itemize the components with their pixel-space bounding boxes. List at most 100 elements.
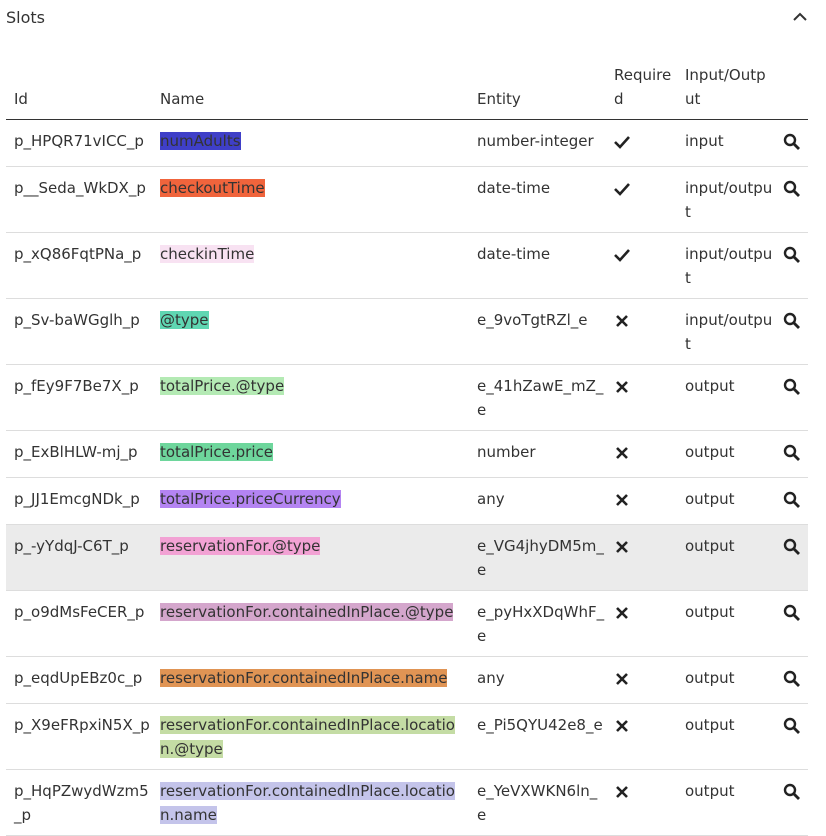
- search-cell[interactable]: [775, 299, 808, 365]
- search-icon[interactable]: [783, 783, 801, 801]
- column-header: Name: [160, 90, 205, 108]
- slot-row[interactable]: p_JJ1EmcgNDk_p totalPrice.priceCurrency an…: [6, 478, 808, 525]
- column-header: Required: [614, 66, 672, 108]
- slot-io: input/output: [685, 245, 773, 287]
- search-cell[interactable]: [775, 120, 808, 167]
- section-title: Slots: [6, 8, 45, 27]
- search-icon[interactable]: [783, 604, 801, 622]
- slot-io: output: [685, 603, 735, 621]
- slot-name: totalPrice.@type: [160, 377, 285, 395]
- slot-name: reservationFor.containedInPlace.@type: [160, 603, 454, 621]
- cross-icon: [616, 786, 628, 798]
- search-cell[interactable]: [775, 657, 808, 704]
- slot-id: p_HqPZwydWzm5_p: [14, 782, 149, 824]
- slot-row[interactable]: p_X9eFRpxiN5X_p reservationFor.containedI…: [6, 704, 808, 770]
- slot-row[interactable]: p_Sv-baWGglh_p @type e_9voTgtRZl_e input/ou…: [6, 299, 808, 365]
- slot-row[interactable]: p_ExBlHLW-mj_p totalPrice.price number outp…: [6, 431, 808, 478]
- slot-entity: date-time: [477, 179, 551, 197]
- slot-entity: e_9voTgtRZl_e: [477, 311, 588, 329]
- slot-id: p_ExBlHLW-mj_p: [14, 443, 138, 461]
- cross-icon: [616, 541, 628, 553]
- cross-icon: [616, 494, 628, 506]
- cross-icon: [616, 673, 628, 685]
- search-cell[interactable]: [775, 365, 808, 431]
- search-icon[interactable]: [783, 444, 801, 462]
- required-cell: [606, 591, 677, 657]
- search-cell[interactable]: [775, 770, 808, 836]
- search-icon[interactable]: [783, 180, 801, 198]
- search-icon[interactable]: [783, 378, 801, 396]
- required-cell: [606, 657, 677, 704]
- slot-name-cell: totalPrice.@type: [152, 365, 469, 431]
- slot-entity: any: [477, 669, 505, 687]
- search-icon[interactable]: [783, 133, 801, 151]
- slot-name-cell: reservationFor.@type: [152, 525, 469, 591]
- slot-name-cell: totalPrice.price: [152, 431, 469, 478]
- slot-entity: date-time: [477, 245, 551, 263]
- required-cell: [606, 431, 677, 478]
- search-cell[interactable]: [775, 478, 808, 525]
- slot-name: @type: [160, 311, 209, 329]
- slot-row[interactable]: p_fEy9F7Be7X_p totalPrice.@type e_41hZawE_…: [6, 365, 808, 431]
- slot-name: reservationFor.containedInPlace.location…: [160, 782, 455, 824]
- slot-name-cell: checkinTime: [152, 233, 469, 299]
- slot-name-cell: @type: [152, 299, 469, 365]
- slot-row[interactable]: p_o9dMsFeCER_p reservationFor.containedIn…: [6, 591, 808, 657]
- search-cell[interactable]: [775, 431, 808, 478]
- search-icon[interactable]: [783, 717, 801, 735]
- slot-io: input: [685, 132, 724, 150]
- slot-entity: number-integer: [477, 132, 594, 150]
- required-cell: [606, 365, 677, 431]
- slot-entity: e_41hZawE_mZ_e: [477, 377, 604, 419]
- slot-row[interactable]: p__Seda_WkDX_p checkoutTime date-time input…: [6, 167, 808, 233]
- slot-id: p_Sv-baWGglh_p: [14, 311, 140, 329]
- slot-row[interactable]: p_xQ86FqtPNa_p checkinTime date-time input/…: [6, 233, 808, 299]
- slot-io: output: [685, 537, 735, 555]
- cross-icon: [616, 607, 628, 619]
- required-cell: [606, 233, 677, 299]
- check-icon: [614, 183, 630, 196]
- search-icon[interactable]: [783, 538, 801, 556]
- search-cell[interactable]: [775, 233, 808, 299]
- search-icon[interactable]: [783, 670, 801, 688]
- column-header: Id: [14, 90, 28, 108]
- slot-io: input/output: [685, 179, 773, 221]
- column-header-empty: [775, 54, 808, 120]
- search-cell[interactable]: [775, 525, 808, 591]
- slot-io: output: [685, 490, 735, 508]
- section-header[interactable]: Slots: [0, 0, 826, 40]
- slot-entity: any: [477, 490, 505, 508]
- required-cell: [606, 704, 677, 770]
- slot-name: totalPrice.price: [160, 443, 273, 461]
- search-cell[interactable]: [775, 167, 808, 233]
- cross-icon: [616, 447, 628, 459]
- slot-id: p_-yYdqJ-C6T_p: [14, 537, 129, 555]
- slot-name: reservationFor.containedInPlace.location…: [160, 716, 455, 758]
- slot-name: numAdults: [160, 132, 241, 150]
- slot-id: p_fEy9F7Be7X_p: [14, 377, 139, 395]
- check-icon: [614, 136, 630, 149]
- slot-io: output: [685, 782, 735, 800]
- check-icon: [614, 249, 630, 262]
- slot-io: output: [685, 377, 735, 395]
- required-cell: [606, 525, 677, 591]
- slot-row[interactable]: p_eqdUpEBz0c_p reservationFor.containedIn…: [6, 657, 808, 704]
- slot-io: output: [685, 716, 735, 734]
- slot-row[interactable]: p_-yYdqJ-C6T_p reservationFor.@type e_VG4j…: [6, 524, 808, 591]
- slot-row[interactable]: p_HPQR71vICC_p numAdults number-integer inp…: [6, 120, 808, 167]
- search-cell[interactable]: [775, 591, 808, 657]
- search-icon[interactable]: [783, 312, 801, 330]
- required-cell: [606, 299, 677, 365]
- collapse-icon[interactable]: [793, 12, 807, 22]
- search-cell[interactable]: [775, 704, 808, 770]
- slot-entity: e_VG4jhyDM5m_e: [477, 537, 604, 579]
- slot-entity: e_YeVXWKN6ln_e: [477, 782, 598, 824]
- slot-name-cell: reservationFor.containedInPlace.location…: [152, 704, 469, 770]
- search-icon[interactable]: [783, 246, 801, 264]
- slot-name-cell: reservationFor.containedInPlace.name: [152, 657, 469, 704]
- search-icon[interactable]: [783, 491, 801, 509]
- slots-table: Id Name Entity Required Input/Output p_HPQR7…: [6, 54, 808, 836]
- slot-row[interactable]: p_HqPZwydWzm5_p reservationFor.containedI…: [6, 770, 808, 836]
- slot-name-cell: numAdults: [152, 120, 469, 167]
